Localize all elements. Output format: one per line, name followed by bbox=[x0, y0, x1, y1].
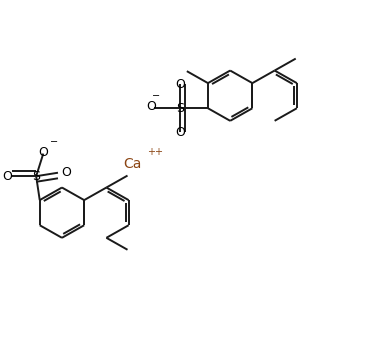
Text: −: − bbox=[50, 137, 58, 147]
Text: ++: ++ bbox=[147, 147, 163, 157]
Text: O: O bbox=[2, 170, 12, 183]
Text: Ca: Ca bbox=[123, 157, 141, 171]
Text: O: O bbox=[39, 146, 48, 159]
Text: S: S bbox=[176, 102, 184, 115]
Text: S: S bbox=[32, 170, 40, 183]
Text: −: − bbox=[152, 91, 160, 101]
Text: O: O bbox=[146, 100, 156, 113]
Text: O: O bbox=[175, 126, 185, 139]
Text: O: O bbox=[61, 166, 71, 179]
Text: O: O bbox=[175, 78, 185, 91]
